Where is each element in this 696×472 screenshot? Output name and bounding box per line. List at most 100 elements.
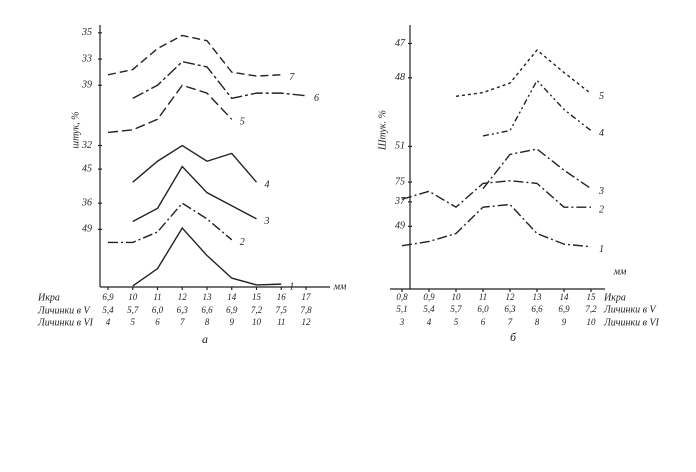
x-tick-label: 17 [302,292,312,302]
curve-label: 3 [264,216,270,227]
x-tick-label: 3 [399,317,405,327]
x-tick-label: 7,5 [276,305,288,315]
y-tick-label: 36 [81,197,92,208]
x-tick-label: 8 [205,317,210,327]
x-tick-label: 4 [106,317,111,327]
row-name: Личинки в VI [37,317,94,328]
x-tick-label: 0,9 [423,292,435,302]
curve [132,226,282,287]
y-tick-label: 47 [395,38,406,49]
x-tick-label: 6,3 [504,304,516,314]
curve [108,202,233,244]
x-unit: мм [613,266,627,277]
curve-label: 5 [240,117,245,128]
x-tick-label: 7,8 [300,305,312,315]
x-tick-label: 11 [479,292,487,302]
curve-label: 4 [599,128,604,139]
x-tick-label: 15 [587,292,597,302]
y-tick-label: 75 [395,176,405,187]
x-tick-label: 5,4 [102,305,114,315]
x-tick-label: 10 [128,292,138,302]
x-tick-label: 6,6 [201,305,213,315]
x-tick-label: 10 [587,317,597,327]
x-tick-label: 6,3 [177,305,189,315]
x-tick-label: 8 [535,317,540,327]
x-tick-label: 7,2 [585,304,597,314]
curve-label: 5 [599,91,604,102]
x-tick-label: 7 [508,317,513,327]
x-tick-label: 10 [252,317,262,327]
curve [132,60,307,100]
x-tick-label: 6 [155,317,160,327]
y-tick-label: 39 [81,80,92,91]
y-tick-label: 45 [82,163,92,174]
curve [482,79,592,137]
x-tick-label: 5 [454,317,459,327]
curve-label: 4 [265,179,270,190]
curve-label: 1 [599,244,604,255]
x-tick-label: 16 [277,292,287,302]
curve-label: 3 [598,186,604,197]
row-name: Икра [603,292,626,303]
x-tick-label: 14 [227,292,237,302]
curve-label: 2 [240,237,245,248]
x-tick-label: 7,2 [251,305,263,315]
x-tick-label: 0,8 [396,292,408,302]
x-tick-label: 13 [533,292,543,302]
x-tick-label: 6,9 [226,305,238,315]
x-tick-label: 12 [506,292,516,302]
curve-label: 2 [599,204,604,215]
x-tick-label: 14 [560,292,570,302]
y-axis-label: Штук. % [377,110,388,151]
curve [401,180,591,209]
x-tick-label: 15 [252,292,262,302]
y-tick-label: 32 [81,140,92,151]
x-tick-label: 13 [203,292,213,302]
y-tick-label: 49 [82,224,92,235]
x-tick-label: 4 [427,317,432,327]
y-tick-label: 51 [395,141,405,152]
curve [455,49,592,97]
x-tick-label: 12 [178,292,188,302]
x-tick-label: 5,1 [396,304,407,314]
x-tick-label: 6,6 [531,304,543,314]
curve [132,165,257,223]
x-tick-label: 6,0 [477,304,489,314]
y-tick-label: 37 [394,196,406,207]
x-tick-label: 6,9 [558,304,570,314]
x-tick-label: 7 [180,317,185,327]
y-tick-label: 33 [81,53,92,64]
curve [107,34,282,77]
x-tick-label: 11 [153,292,161,302]
x-tick-label: 5,7 [127,305,139,315]
curve [482,148,592,190]
caption: б [510,330,517,344]
row-name: Личинки в V [37,305,92,316]
y-tick-label: 48 [395,72,405,83]
y-tick-label: 49 [395,221,405,232]
y-tick-label: 35 [81,27,92,38]
x-tick-label: 5,7 [450,304,462,314]
x-unit: мм [333,281,347,292]
x-tick-label: 6,0 [152,305,164,315]
x-tick-label: 12 [302,317,312,327]
x-tick-label: 6 [481,317,486,327]
x-tick-label: 11 [277,317,285,327]
caption: а [202,332,208,346]
x-tick-label: 5,4 [423,304,435,314]
x-tick-label: 10 [452,292,462,302]
curve [401,203,592,248]
x-tick-label: 5 [131,317,136,327]
curve [107,84,233,134]
row-name: Личинки в VI [603,317,660,328]
curve-label: 1 [289,281,294,292]
x-tick-label: 9 [230,317,235,327]
y-axis-label: штук, % [70,112,81,149]
curve-label: 7 [289,72,295,83]
x-tick-label: 9 [562,317,567,327]
curve [132,144,258,183]
row-name: Икра [37,292,60,303]
curve-label: 6 [314,93,319,104]
x-tick-label: 6,9 [102,292,114,302]
